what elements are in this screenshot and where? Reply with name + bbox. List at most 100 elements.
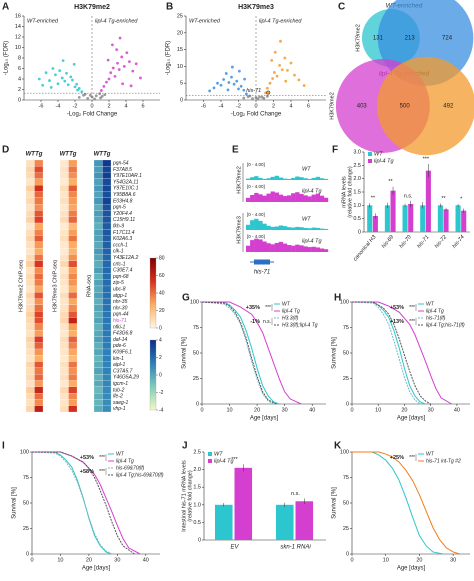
gene-label: E03H4.8 — [113, 198, 133, 204]
heat-cell — [68, 197, 78, 205]
matrix-label: H3K79me3 ChIP-seq — [52, 260, 58, 312]
heat-cell — [59, 254, 69, 261]
x-tick-label: skn-1 RNAi — [280, 545, 311, 551]
y-tick-label: 4 — [18, 76, 21, 82]
point — [230, 65, 234, 69]
y-tick-label: 1.0 — [193, 502, 201, 508]
x-tick-label: canonical H3 — [352, 234, 378, 263]
y-tick-label: 50 — [343, 350, 349, 356]
coverage — [307, 178, 312, 180]
heat-cell — [93, 386, 103, 394]
legend-label: WT — [426, 301, 435, 307]
gene-label: zip-5 — [112, 280, 124, 286]
y-tick-label: 0.5 — [353, 216, 361, 222]
gene-label: F17C11.4 — [113, 230, 135, 236]
legend-label: lipl-4 Tg;his-71(lf) — [426, 322, 465, 328]
gene-label: Y46G5A.29 — [113, 375, 139, 381]
survival-curve — [202, 301, 302, 405]
heat-cell — [93, 191, 103, 198]
heat-cell — [59, 380, 69, 387]
heat-cell — [102, 248, 112, 255]
x-tick-label: 0 — [350, 557, 353, 563]
x-tick-label: 10 — [57, 557, 63, 563]
gene-label: kin-1 — [113, 356, 124, 362]
heat-cell — [93, 172, 103, 180]
heat-cell — [34, 222, 44, 230]
heat-cell — [34, 361, 44, 369]
coverage — [266, 243, 271, 252]
heat-cell — [68, 279, 78, 287]
significance: *** — [231, 457, 238, 463]
y-tick-label: 0 — [196, 401, 199, 407]
coverage — [299, 177, 304, 180]
heat-cell — [93, 197, 103, 205]
column-label: WT — [60, 152, 71, 158]
gene-label: pqn-5 — [112, 205, 126, 211]
heat-cell — [68, 159, 78, 167]
coverage — [250, 195, 255, 202]
gene-label: ccch-1 — [113, 242, 128, 248]
panel-label: B — [166, 2, 173, 13]
coverage — [303, 246, 308, 252]
colorbar — [149, 257, 157, 329]
coverage — [278, 177, 284, 180]
x-axis-label: Age [days] — [397, 416, 426, 422]
coverage — [315, 247, 320, 252]
legend-swatch — [208, 452, 212, 456]
gene-label: nfki-1 — [113, 324, 125, 330]
point — [289, 61, 293, 65]
heat-cell — [59, 355, 69, 362]
gene-label: K09F6.1 — [113, 349, 132, 355]
point — [115, 48, 119, 51]
annotation: lipl-4 Tg-enriched — [259, 18, 302, 24]
heat-cell — [25, 298, 35, 306]
x-tick-label: -2 — [73, 103, 78, 109]
heat-cell — [34, 374, 44, 381]
coverage — [287, 195, 292, 202]
point — [77, 95, 81, 99]
x-tick-label: 0 — [200, 407, 203, 413]
x-tick-label: 20 — [254, 407, 260, 413]
significance: n.s. — [291, 491, 300, 497]
coverage — [262, 241, 267, 252]
survival-curve — [201, 301, 274, 405]
point — [286, 69, 289, 72]
point — [244, 92, 248, 96]
heat-cell — [34, 235, 44, 243]
heat-cell — [68, 285, 78, 293]
heat-cell — [59, 185, 69, 192]
coverage — [258, 177, 263, 180]
heat-cell — [102, 386, 112, 394]
y-axis-label: -Log₁₀ (FDR) — [166, 41, 172, 76]
heat-cell — [59, 304, 69, 312]
bar — [367, 205, 373, 232]
coverage — [311, 194, 316, 202]
heat-cell — [93, 267, 103, 274]
point — [103, 93, 107, 97]
x-tick-label: 10 — [375, 407, 381, 413]
heat-cell — [102, 166, 112, 173]
heat-cell — [59, 197, 69, 205]
point — [99, 89, 103, 92]
y-tick-label: 75 — [193, 325, 199, 331]
point — [279, 39, 282, 43]
coverage — [282, 196, 288, 202]
heat-cell — [102, 330, 112, 337]
heat-cell — [25, 185, 35, 192]
point — [230, 75, 233, 79]
coverage — [295, 192, 300, 202]
heat-cell — [102, 367, 112, 375]
point — [302, 84, 306, 87]
annotation: *** — [409, 455, 415, 461]
x-tick-label: 20 — [416, 557, 422, 563]
colorbar-label: 0 — [159, 325, 162, 331]
point — [73, 85, 77, 89]
x-tick-label: his-70 — [399, 234, 414, 250]
point — [80, 90, 84, 93]
gene-label: F43G6.8 — [113, 331, 133, 337]
heat-cell — [102, 279, 112, 287]
point — [65, 71, 68, 75]
heat-cell — [93, 399, 103, 406]
y-tick-label: 2.0 — [193, 467, 201, 473]
coverage — [323, 228, 329, 230]
